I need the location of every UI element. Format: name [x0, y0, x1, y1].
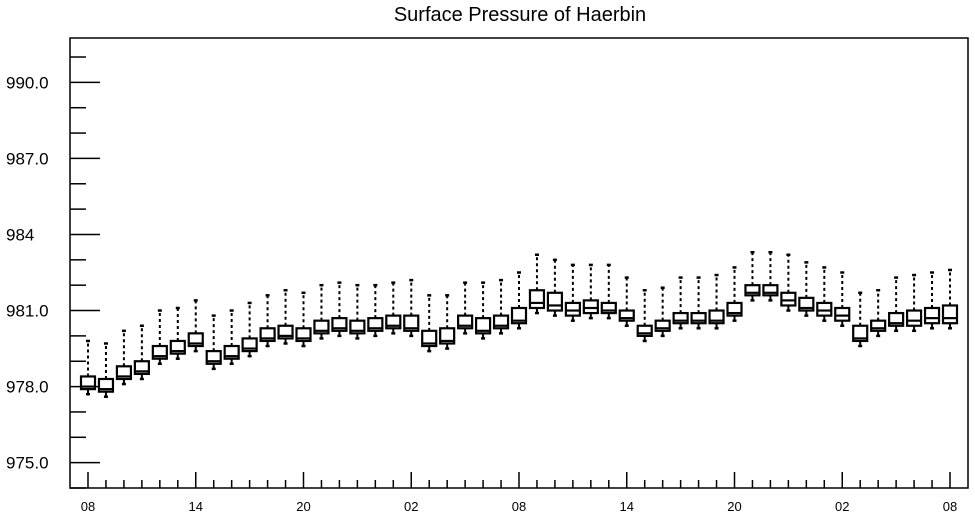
plot-frame	[69, 37, 969, 489]
x-tick-label: 08	[81, 499, 95, 514]
box-item	[618, 276, 635, 327]
box-item	[187, 299, 204, 353]
box-item	[726, 266, 743, 322]
box-iqr	[816, 301, 833, 317]
box-item	[133, 324, 150, 381]
box-item	[313, 283, 330, 340]
box-iqr	[690, 311, 707, 325]
box-iqr	[852, 324, 869, 343]
box-iqr	[528, 289, 546, 310]
x-tick-label: 20	[296, 499, 310, 514]
box-item	[708, 273, 725, 330]
box-iqr	[780, 291, 797, 307]
box-item	[834, 271, 851, 327]
box-item	[762, 250, 779, 302]
box-item	[277, 289, 294, 345]
box-item	[798, 261, 815, 317]
box-iqr	[672, 311, 689, 325]
y-tick-label: 984	[6, 225, 34, 244]
box-item	[636, 289, 653, 343]
box-iqr	[564, 301, 581, 317]
box-item	[421, 294, 438, 353]
box-iqr	[905, 309, 923, 327]
box-iqr	[762, 284, 779, 297]
box-item	[385, 281, 402, 335]
box-iqr	[510, 306, 528, 325]
box-item	[439, 294, 456, 350]
box-item	[564, 263, 581, 322]
box-item	[349, 283, 366, 340]
box-iqr	[941, 304, 959, 325]
box-item	[852, 291, 869, 348]
y-tick-label: 987.0	[6, 149, 49, 168]
box-item	[690, 276, 707, 330]
box-item	[241, 301, 258, 358]
x-tick-label: 08	[512, 499, 526, 514]
box-item	[474, 281, 492, 340]
box-item	[888, 276, 905, 333]
box-item	[169, 306, 186, 360]
box-item	[816, 266, 833, 322]
box-item	[457, 281, 474, 335]
x-tick-label: 02	[835, 499, 849, 514]
y-tick-label: 990.0	[6, 73, 49, 92]
box-iqr	[636, 324, 653, 337]
box-iqr	[546, 291, 564, 312]
box-item	[331, 281, 348, 338]
box-item	[744, 250, 761, 302]
box-item	[205, 314, 222, 371]
box-item	[546, 258, 564, 317]
box-iqr	[834, 306, 851, 322]
box-item	[600, 263, 617, 320]
x-tick-label: 14	[620, 499, 634, 514]
box-item	[367, 283, 384, 338]
x-tick-label: 08	[943, 499, 957, 514]
y-tick-label: 981.0	[6, 302, 49, 321]
box-iqr	[474, 317, 492, 335]
box-item	[672, 276, 689, 330]
box-iqr	[403, 314, 420, 332]
box-item	[528, 253, 546, 315]
box-iqr	[439, 327, 456, 345]
box-iqr	[744, 284, 761, 297]
box-item	[941, 268, 959, 330]
chart-title: Surface Pressure of Haerbin	[393, 4, 647, 26]
y-tick-label: 975.0	[6, 454, 49, 473]
box-item	[870, 289, 887, 338]
box-item	[582, 263, 599, 320]
box-item	[151, 309, 168, 366]
box-iqr	[600, 301, 617, 315]
box-item	[905, 273, 923, 333]
box-item	[295, 291, 312, 348]
box-item	[259, 294, 276, 348]
box-iqr	[618, 309, 635, 322]
box-item	[223, 309, 240, 366]
box-item	[115, 329, 133, 386]
box-item	[403, 278, 420, 338]
x-tick-label: 20	[727, 499, 741, 514]
box-iqr	[654, 319, 671, 332]
box-item	[79, 339, 97, 396]
box-iqr	[923, 306, 941, 325]
box-item	[97, 342, 115, 398]
box-item	[780, 253, 797, 312]
x-tick-label: 02	[404, 499, 418, 514]
x-tick-label: 14	[189, 499, 203, 514]
box-item	[654, 286, 671, 338]
box-iqr	[870, 319, 887, 332]
box-iqr	[582, 299, 599, 315]
y-tick-label: 978.0	[6, 378, 49, 397]
box-item	[923, 271, 941, 330]
box-item	[492, 278, 510, 335]
box-item	[510, 271, 528, 330]
box-iqr	[421, 329, 438, 348]
